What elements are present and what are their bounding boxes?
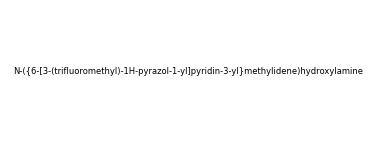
- Text: N-({6-[3-(trifluoromethyl)-1H-pyrazol-1-yl]pyridin-3-yl}methylidene)hydroxylamin: N-({6-[3-(trifluoromethyl)-1H-pyrazol-1-…: [13, 66, 363, 76]
